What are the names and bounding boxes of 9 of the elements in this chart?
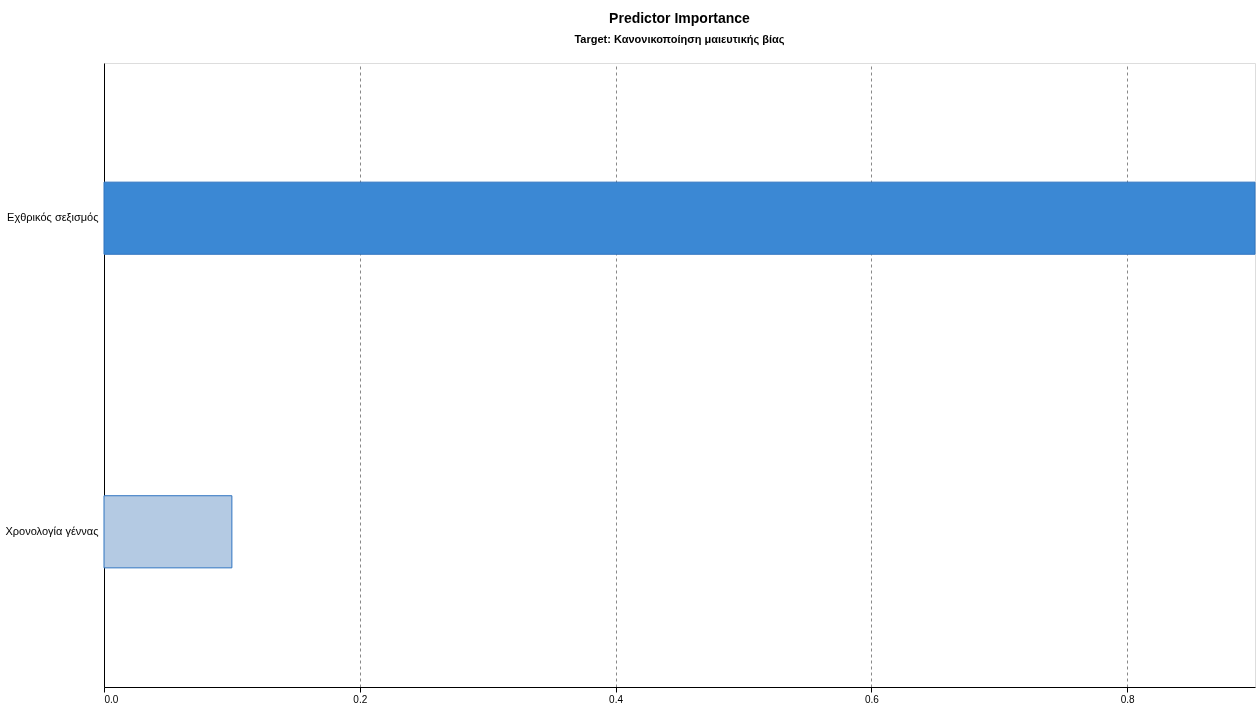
x-tick-label: 0.4 — [609, 693, 624, 705]
x-tick-label: 0.8 — [1120, 693, 1135, 705]
y-tick-label: Εχθρικός σεξισμός — [7, 211, 99, 224]
chart-title: Predictor Importance — [609, 10, 751, 26]
x-tick-label: 0.2 — [353, 693, 368, 705]
x-tick-label: 0.0 — [104, 693, 119, 705]
y-tick-label: Χρονολογία γέννας — [5, 524, 99, 537]
chart-subtitle: Target: Κανονικοποίηση μαιευτικής βίας — [574, 33, 785, 46]
x-tick-label: 0.6 — [864, 693, 880, 705]
